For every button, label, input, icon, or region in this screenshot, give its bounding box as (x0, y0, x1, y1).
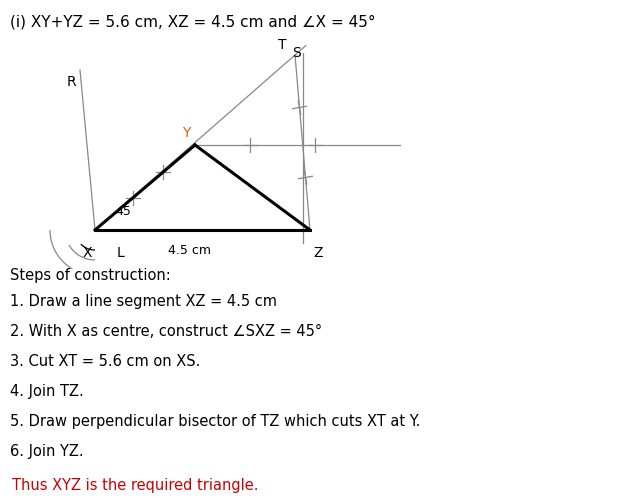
Text: 1. Draw a line segment XZ = 4.5 cm: 1. Draw a line segment XZ = 4.5 cm (10, 294, 277, 309)
Text: (i) XY+YZ = 5.6 cm, XZ = 4.5 cm and ∠X = 45°: (i) XY+YZ = 5.6 cm, XZ = 4.5 cm and ∠X =… (10, 14, 376, 29)
Text: 2. With X as centre, construct ∠SXZ = 45°: 2. With X as centre, construct ∠SXZ = 45… (10, 324, 322, 339)
Text: 3. Cut XT = 5.6 cm on XS.: 3. Cut XT = 5.6 cm on XS. (10, 354, 201, 369)
Text: R: R (67, 75, 76, 89)
Text: Steps of construction:: Steps of construction: (10, 268, 171, 283)
Text: S: S (292, 46, 301, 60)
Text: 4.5 cm: 4.5 cm (169, 244, 212, 257)
Text: Thus XYZ is the required triangle.: Thus XYZ is the required triangle. (12, 478, 258, 493)
Text: L: L (116, 246, 124, 260)
Text: 4. Join TZ.: 4. Join TZ. (10, 384, 84, 399)
Text: T: T (278, 38, 287, 52)
Text: X: X (82, 246, 92, 260)
Text: Z: Z (313, 246, 322, 260)
Text: Y: Y (181, 126, 190, 140)
Text: 6. Join YZ.: 6. Join YZ. (10, 444, 83, 459)
Text: 45: 45 (115, 205, 131, 218)
Text: 5. Draw perpendicular bisector of TZ which cuts XT at Y.: 5. Draw perpendicular bisector of TZ whi… (10, 414, 420, 429)
